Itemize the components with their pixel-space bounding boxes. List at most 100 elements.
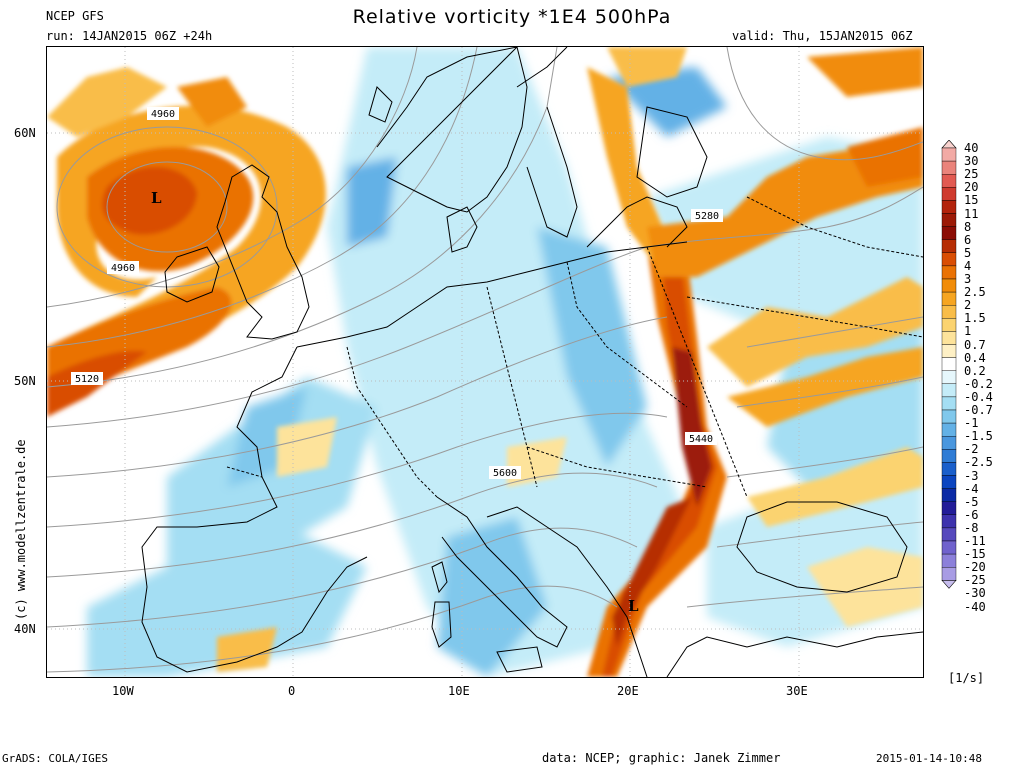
- colorbar-tick-label: -15: [964, 547, 986, 562]
- colorbar-tick-label: 5: [964, 245, 972, 260]
- colorbar-tick-label: 15: [964, 193, 979, 208]
- colorbar-swatch: [941, 213, 957, 227]
- contour-label: 5440: [689, 434, 713, 445]
- lat-label: 50N: [14, 374, 36, 388]
- contour-label: 4960: [151, 109, 175, 120]
- colorbar-swatch: [941, 147, 957, 162]
- colorbar: [941, 140, 957, 589]
- colorbar-swatch: [941, 422, 957, 437]
- colorbar-tick-label: 8: [964, 219, 972, 234]
- lat-label: 60N: [14, 126, 36, 140]
- colorbar-tick-label: -25: [964, 573, 986, 588]
- vorticity-map: 4960 4960 5120 5280 5440 5600 L L: [46, 46, 924, 678]
- colorbar-tick-label: -1: [964, 416, 979, 431]
- colorbar-tick-label: 3: [964, 272, 972, 286]
- colorbar-tick-label: -0.7: [964, 403, 993, 417]
- colorbar-tick-label: 11: [964, 206, 979, 221]
- colorbar-tick-label: -5: [964, 494, 979, 509]
- footer-timestamp: 2015-01-14-10:48: [876, 752, 982, 765]
- lat-label: 40N: [14, 622, 36, 636]
- colorbar-tick-label: -2: [964, 442, 979, 457]
- colorbar-tick-label: -11: [964, 534, 986, 548]
- footer-software: GrADS: COLA/IGES: [2, 752, 108, 765]
- colorbar-swatch: [941, 409, 957, 424]
- colorbar-tick-label: -0.4: [964, 389, 993, 404]
- colorbar-tick-label: -1.5: [964, 429, 993, 444]
- colorbar-swatch: [941, 318, 957, 332]
- lon-label: 10W: [112, 684, 134, 698]
- colorbar-swatch: [941, 553, 957, 568]
- colorbar-top-arrow: [941, 140, 957, 149]
- colorbar-tick-label: 2: [964, 298, 972, 313]
- colorbar-tick-label: 1.5: [964, 311, 986, 326]
- colorbar-swatch: [941, 396, 957, 411]
- colorbar-swatch: [941, 278, 957, 293]
- contour-label: 5280: [695, 211, 719, 222]
- colorbar-tick-label: 20: [964, 180, 979, 195]
- low-markers: L L: [151, 189, 639, 615]
- low-marker: L: [151, 189, 162, 207]
- colorbar-swatch: [941, 527, 957, 542]
- colorbar-swatch: [941, 370, 957, 384]
- lon-label: 30E: [786, 684, 808, 698]
- lon-label: 20E: [617, 684, 639, 698]
- valid-time: valid: Thu, 15JAN2015 06Z: [732, 29, 913, 43]
- colorbar-tick-label: -0.2: [964, 376, 993, 391]
- model-name: NCEP GFS: [46, 9, 104, 23]
- colorbar-swatch: [941, 344, 957, 358]
- credit-text: (c) www.modellzentrale.de: [14, 439, 28, 620]
- colorbar-tick-label: -3: [964, 468, 979, 483]
- vorticity-field-positive: [47, 47, 923, 677]
- contour-label: 5120: [75, 374, 99, 385]
- colorbar-swatch: [941, 265, 957, 280]
- colorbar-swatch: [941, 436, 957, 450]
- colorbar-tick-label: 25: [964, 167, 979, 182]
- colorbar-tick-label: 0.2: [964, 363, 986, 378]
- colorbar-swatch: [941, 187, 957, 201]
- colorbar-swatch: [941, 252, 957, 267]
- colorbar-swatch: [941, 357, 957, 371]
- colorbar-tick-label: 2.5: [964, 285, 986, 300]
- geopotential-contours: [47, 47, 923, 673]
- page-title: Relative vorticity *1E4 500hPa: [352, 6, 672, 28]
- colorbar-tick-label: 0.7: [964, 337, 986, 352]
- colorbar-tick-label: -30: [964, 586, 986, 601]
- colorbar-swatch: [941, 449, 957, 463]
- contour-label: 4960: [111, 263, 135, 274]
- colorbar-swatch: [941, 475, 957, 489]
- colorbar-tick-label: -6: [964, 507, 979, 522]
- low-marker: L: [628, 597, 639, 615]
- colorbar-swatch: [941, 304, 957, 319]
- colorbar-swatch: [941, 462, 957, 476]
- colorbar-swatch: [941, 331, 957, 345]
- colorbar-tick-label: -2.5: [964, 455, 993, 470]
- colorbar-swatch: [941, 501, 957, 516]
- colorbar-swatch: [941, 291, 957, 306]
- footer-data-credit: data: NCEP; graphic: Janek Zimmer: [542, 751, 781, 765]
- colorbar-swatch: [941, 200, 957, 214]
- lon-label: 0: [288, 684, 296, 698]
- colorbar-tick-label: 6: [964, 232, 972, 247]
- colorbar-swatch: [941, 174, 957, 188]
- colorbar-tick-label: -4: [964, 481, 979, 496]
- colorbar-tick-label: 1: [964, 324, 972, 339]
- colorbar-swatch: [941, 383, 957, 398]
- colorbar-tick-label: 40: [964, 141, 979, 155]
- colorbar-tick-label: 30: [964, 154, 979, 169]
- colorbar-swatch: [941, 488, 957, 502]
- colorbar-swatch: [941, 239, 957, 253]
- colorbar-tick-label: -40: [964, 599, 986, 614]
- contour-label: 5600: [493, 468, 517, 479]
- coastlines: [141, 47, 923, 677]
- colorbar-tick-label: -8: [964, 520, 979, 535]
- colorbar-tick-label: -20: [964, 560, 986, 575]
- contour-labels: 4960 4960 5120 5280 5440 5600: [71, 107, 723, 479]
- run-info: run: 14JAN2015 06Z +24h: [46, 29, 213, 43]
- colorbar-swatch: [941, 226, 957, 240]
- colorbar-bottom-arrow: [941, 579, 957, 589]
- colorbar-swatch: [941, 514, 957, 529]
- colorbar-units: [1/s]: [948, 671, 985, 685]
- colorbar-tick-label: 0.4: [964, 350, 986, 365]
- colorbar-tick-label: 4: [964, 258, 972, 273]
- colorbar-swatch: [941, 160, 957, 175]
